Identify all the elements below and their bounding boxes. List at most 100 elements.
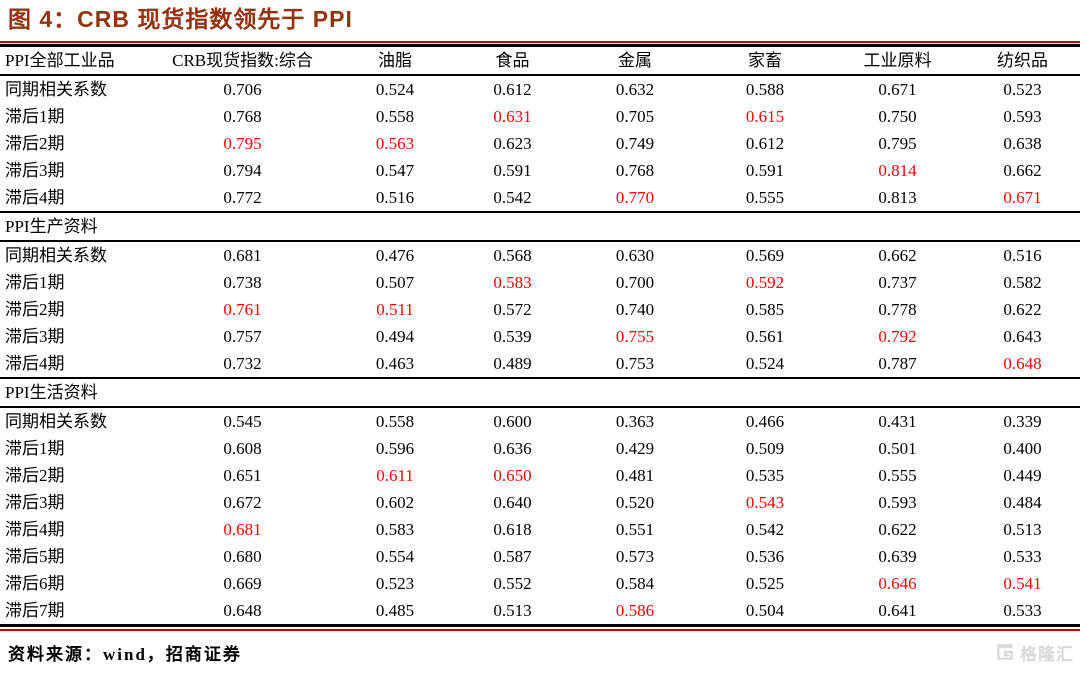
table-row: 滞后1期 0.608 0.596 0.636 0.429 0.509 0.501 0.400 — [0, 435, 1080, 462]
rule-gap — [0, 42, 1080, 44]
cell-value: 0.523 — [1003, 79, 1042, 99]
cell-value: 0.591 — [493, 160, 532, 180]
column-header: 家畜 — [700, 45, 830, 76]
cell-value: 0.778 — [878, 299, 917, 319]
cell-value: 0.648 — [223, 600, 262, 620]
cell-value: 0.669 — [223, 573, 262, 593]
table-row: 滞后3期 0.794 0.547 0.591 0.768 0.591 0.814 0.662 — [0, 157, 1080, 184]
cell-value: 0.536 — [745, 546, 785, 566]
cell-value: 0.681 — [223, 519, 262, 539]
cell-value: 0.555 — [878, 465, 917, 485]
row-label: 滞后3期 — [5, 492, 65, 512]
cell-value: 0.520 — [615, 492, 655, 512]
table-row: 滞后4期 0.681 0.583 0.618 0.551 0.542 0.622 0.513 — [0, 516, 1080, 543]
cell-value: 0.640 — [493, 492, 532, 512]
cell-value: 0.504 — [745, 600, 785, 620]
cell-value: 0.533 — [1003, 600, 1042, 620]
cell-value: 0.561 — [745, 326, 785, 346]
row-label: 滞后2期 — [5, 299, 65, 319]
cell-value: 0.583 — [375, 519, 415, 539]
table-row: 滞后1期 0.738 0.507 0.583 0.700 0.592 0.737 0.582 — [0, 269, 1080, 296]
table-row: 滞后4期 0.732 0.463 0.489 0.753 0.524 0.787 0.648 — [0, 350, 1080, 378]
row-label: 滞后4期 — [5, 187, 65, 207]
cell-value: 0.672 — [223, 492, 262, 512]
cell-value: 0.558 — [375, 106, 415, 126]
figure-title: 图 4：CRB 现货指数领先于 PPI — [8, 6, 353, 32]
cell-value: 0.511 — [376, 299, 414, 319]
row-label: 滞后4期 — [5, 519, 65, 539]
cell-value: 0.623 — [493, 133, 532, 153]
table-row: 同期相关系数 0.681 0.476 0.568 0.630 0.569 0.662 0.51… — [0, 241, 1080, 269]
cell-value: 0.770 — [615, 187, 655, 207]
cell-value: 0.768 — [615, 160, 655, 180]
cell-value: 0.618 — [493, 519, 532, 539]
cell-value: 0.749 — [615, 133, 655, 153]
cell-value: 0.794 — [223, 160, 262, 180]
cell-value: 0.638 — [1003, 133, 1042, 153]
cell-value: 0.737 — [878, 272, 917, 292]
table-row: 滞后4期 0.772 0.516 0.542 0.770 0.555 0.813 0.671 — [0, 184, 1080, 212]
cell-value: 0.611 — [376, 465, 414, 485]
cell-value: 0.600 — [493, 411, 532, 431]
cell-value: 0.481 — [615, 465, 655, 485]
cell-value: 0.753 — [615, 353, 655, 373]
top-red-rule — [0, 40, 1080, 43]
cell-value: 0.563 — [375, 133, 415, 153]
cell-value: 0.552 — [493, 573, 532, 593]
cell-value: 0.596 — [375, 438, 415, 458]
cell-value: 0.813 — [878, 187, 917, 207]
cell-value: 0.646 — [878, 573, 917, 593]
row-label: 滞后5期 — [5, 546, 65, 566]
cell-value: 0.584 — [615, 573, 655, 593]
cell-value: 0.582 — [1003, 272, 1042, 292]
table-row: 滞后3期 0.672 0.602 0.640 0.520 0.543 0.593 0.484 — [0, 489, 1080, 516]
cell-value: 0.466 — [745, 411, 785, 431]
column-header: 油脂 — [335, 45, 455, 76]
row-label: 同期相关系数 — [5, 79, 107, 99]
table-body: 同期相关系数 0.706 0.524 0.612 0.632 0.588 0.671 0.52… — [0, 75, 1080, 626]
cell-value: 0.542 — [745, 519, 785, 539]
row-label: 滞后3期 — [5, 326, 65, 346]
table-row: 滞后3期 0.757 0.494 0.539 0.755 0.561 0.792 0.643 — [0, 323, 1080, 350]
row-label: 滞后4期 — [5, 353, 65, 373]
cell-value: 0.535 — [745, 465, 785, 485]
cell-value: 0.554 — [375, 546, 415, 566]
table-row: 滞后1期 0.768 0.558 0.631 0.705 0.615 0.750 0.593 — [0, 103, 1080, 130]
cell-value: 0.615 — [745, 106, 785, 126]
table-row: 滞后7期 0.648 0.485 0.513 0.586 0.504 0.641 0.533 — [0, 597, 1080, 626]
cell-value: 0.787 — [878, 353, 917, 373]
table-row: 滞后2期 0.761 0.511 0.572 0.740 0.585 0.778 0.622 — [0, 296, 1080, 323]
cell-value: 0.705 — [615, 106, 655, 126]
row-label: 滞后6期 — [5, 573, 65, 593]
cell-value: 0.650 — [493, 465, 532, 485]
cell-value: 0.551 — [615, 519, 655, 539]
row-label: 滞后2期 — [5, 133, 65, 153]
cell-value: 0.516 — [375, 187, 415, 207]
cell-value: 0.484 — [1003, 492, 1042, 512]
cell-value: 0.641 — [878, 600, 917, 620]
row-label: 滞后7期 — [5, 600, 65, 620]
column-header: CRB现货指数:综合 — [150, 45, 335, 76]
cell-value: 0.542 — [493, 187, 532, 207]
row-label: 同期相关系数 — [5, 245, 107, 265]
cell-value: 0.740 — [615, 299, 655, 319]
cell-value: 0.568 — [493, 245, 532, 265]
cell-value: 0.593 — [1003, 106, 1042, 126]
cell-value: 0.631 — [493, 106, 532, 126]
cell-value: 0.547 — [375, 160, 415, 180]
cell-value: 0.555 — [745, 187, 785, 207]
cell-value: 0.539 — [493, 326, 532, 346]
cell-value: 0.591 — [745, 160, 785, 180]
cell-value: 0.558 — [375, 411, 415, 431]
cell-value: 0.489 — [493, 353, 532, 373]
table-header: PPI全部工业品 CRB现货指数:综合 油脂 食品 金属 家畜 工业原料 纺织品 — [0, 45, 1080, 76]
cell-value: 0.513 — [493, 600, 532, 620]
cell-value: 0.569 — [745, 245, 785, 265]
cell-value: 0.583 — [493, 272, 532, 292]
table-row: 同期相关系数 0.706 0.524 0.612 0.632 0.588 0.671 0.52… — [0, 75, 1080, 103]
cell-value: 0.681 — [223, 245, 262, 265]
section-label: PPI生活资料 — [0, 376, 1080, 408]
bottom-red-rule — [0, 628, 1080, 631]
cell-value: 0.592 — [745, 272, 785, 292]
